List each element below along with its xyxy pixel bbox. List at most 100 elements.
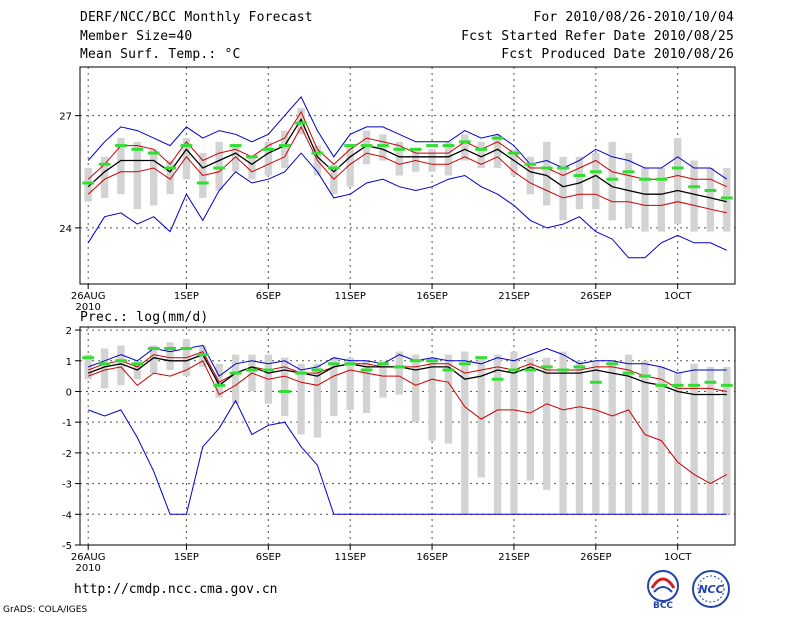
series-line-mean — [87, 353, 727, 396]
ensemble-box — [428, 357, 436, 441]
ensemble-box — [362, 360, 371, 413]
x-tick-label: 26AUG — [71, 291, 106, 302]
ensemble-box — [100, 156, 109, 198]
ensemble-box — [84, 354, 92, 380]
x-tick-label: 11SEP — [334, 291, 365, 302]
y-tick-label: -4 — [62, 510, 72, 521]
ensemble-box — [150, 345, 158, 374]
series-line-min — [88, 399, 727, 515]
ensemble-box — [510, 149, 518, 176]
series-line-mean — [87, 118, 727, 203]
ensemble-box — [264, 141, 272, 176]
series-line-upper — [87, 110, 728, 188]
ensemble-box — [723, 366, 731, 515]
source-url[interactable]: http://cmdp.ncc.cma.gov.cn — [74, 582, 278, 597]
ensemble-box — [133, 141, 141, 210]
x-tick-label: 16SEP — [416, 291, 447, 302]
ensemble-box — [166, 160, 174, 195]
y-tick-label: 1 — [66, 357, 72, 368]
ensemble-box — [231, 354, 240, 404]
series-line-lower — [87, 125, 727, 214]
ensemble-box — [84, 168, 92, 202]
ensemble-box — [117, 138, 125, 195]
ensemble-box — [608, 141, 616, 221]
ncc-logo: NCC — [692, 570, 730, 608]
ensemble-box — [461, 134, 469, 161]
ensemble-box — [477, 141, 485, 169]
ensemble-box — [624, 354, 633, 515]
x-tick-label: 26SEP — [580, 291, 611, 302]
y-tick-label: -5 — [62, 541, 72, 552]
ensemble-box — [199, 345, 207, 367]
ensemble-box — [706, 366, 715, 515]
series-line-max — [88, 344, 727, 377]
series-line-min — [87, 152, 728, 259]
forecast-period-label: For 2010/08/26-2010/10/04 — [533, 10, 734, 25]
ensemble-box — [297, 108, 305, 135]
x-tick-label: 26SEP — [580, 552, 611, 563]
ensemble-box — [461, 351, 469, 515]
precip-variable-label: Prec.: log(mm/d) — [80, 310, 209, 325]
ensemble-box — [281, 357, 289, 417]
fcst-produced-label: Fcst Produced Date 2010/08/26 — [501, 47, 734, 62]
x-tick-label: 16SEP — [416, 552, 447, 563]
fcst-started-label: Fcst Started Refer Date 2010/08/25 — [461, 29, 734, 44]
ensemble-box — [723, 168, 731, 232]
member-size-label: Member Size=40 — [80, 29, 193, 44]
ensemble-box — [477, 357, 485, 478]
ensemble-box — [215, 141, 223, 191]
ncc-logo-text: NCC — [698, 583, 723, 596]
ensemble-box — [117, 345, 125, 386]
ensemble-box — [297, 363, 305, 435]
ensemble-box — [674, 373, 682, 515]
x-tick-year-label: 2010 — [75, 302, 100, 313]
ensemble-box — [559, 156, 567, 221]
ensemble-box — [493, 134, 502, 169]
y-tick-label: -1 — [62, 418, 72, 429]
ensemble-box — [215, 363, 223, 398]
plot-frame — [79, 66, 736, 285]
ensemble-box — [526, 156, 534, 195]
ensemble-box — [281, 130, 289, 169]
x-tick-label: 1SEP — [174, 291, 199, 302]
y-tick-label: 24 — [59, 224, 72, 235]
ensemble-box — [346, 357, 354, 410]
x-tick-label: 1OCT — [664, 291, 692, 302]
ensemble-box — [428, 149, 436, 172]
x-tick-label: 11SEP — [334, 552, 365, 563]
y-tick-label: 2 — [66, 326, 72, 337]
x-tick-label: 26AUG — [71, 552, 106, 563]
grads-credit: GrADS: COLA/IGES — [3, 605, 88, 615]
ensemble-box — [575, 360, 584, 515]
x-tick-label: 6SEP — [256, 552, 281, 563]
precipitation-panel: -5 -4 -3 -2 -1 0 1 2 26AUG 1SEP 6SEP 11SEP 16SEP 21SE… — [62, 326, 736, 574]
ensemble-box — [231, 145, 240, 172]
x-tick-year-label: 2010 — [75, 563, 100, 574]
ensemble-box — [395, 351, 403, 395]
y-tick-label: 27 — [59, 112, 72, 123]
plot-frame — [79, 326, 736, 546]
y-tick-label: -2 — [62, 449, 72, 460]
y-tick-label: -3 — [62, 480, 72, 491]
ensemble-box — [526, 357, 534, 481]
chart-title: DERF/NCC/BCC Monthly Forecast — [80, 10, 313, 25]
x-tick-label: 21SEP — [498, 291, 529, 302]
variable-label: Mean Surf. Temp.: °C — [80, 47, 241, 62]
ensemble-box — [379, 360, 387, 398]
ensemble-box — [559, 351, 567, 515]
series-line-upper — [88, 350, 727, 392]
ensemble-box — [379, 134, 387, 161]
ensemble-box — [641, 360, 649, 515]
y-tick-label: 0 — [66, 387, 72, 398]
ensemble-box — [641, 168, 649, 232]
ensemble-box — [674, 138, 682, 225]
ensemble-box — [100, 348, 109, 389]
bcc-logo-text: BCC — [653, 601, 673, 610]
x-tick-label: 1SEP — [174, 552, 199, 563]
ensemble-box — [166, 342, 174, 370]
ensemble-box — [395, 141, 403, 176]
ensemble-box — [608, 360, 616, 515]
ensemble-box — [543, 357, 551, 490]
ensemble-box — [346, 145, 354, 187]
